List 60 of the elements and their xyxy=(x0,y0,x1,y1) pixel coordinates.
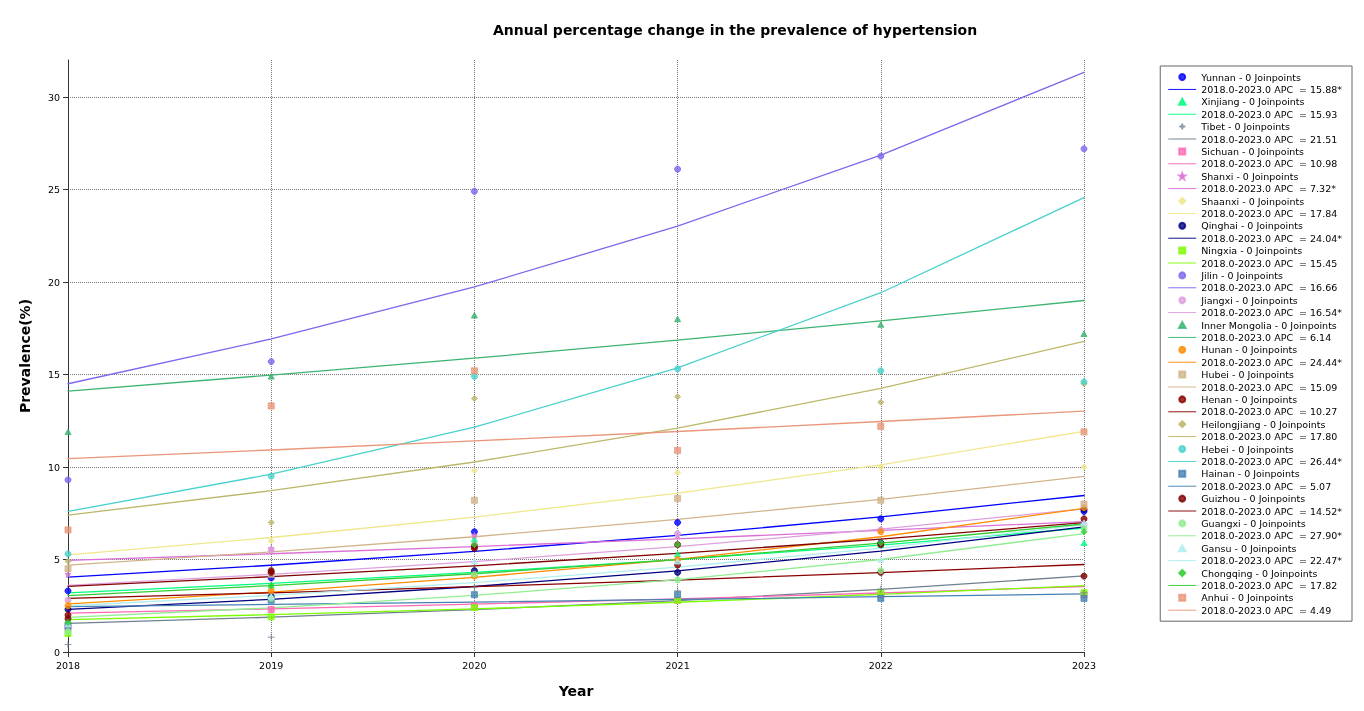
legend-label: 2018.0-2023.0 APC = 27.90* xyxy=(1201,530,1343,542)
legend-label: 2018.0-2023.0 APC = 15.88* xyxy=(1201,83,1343,95)
legend-label: 2018.0-2023.0 APC = 17.82 xyxy=(1201,579,1338,591)
legend-label: Xinjiang - 0 Joinpoints xyxy=(1201,96,1305,108)
legend-label: 2018.0-2023.0 APC = 7.32* xyxy=(1201,183,1337,195)
legend-label: Yunnan - 0 Joinpoints xyxy=(1200,71,1301,83)
x-tick-label: 2019 xyxy=(259,659,284,671)
legend-label: 2018.0-2023.0 APC = 24.04* xyxy=(1201,232,1343,244)
legend-label: 2018.0-2023.0 APC = 16.54* xyxy=(1201,307,1343,319)
legend-label: 2018.0-2023.0 APC = 5.07 xyxy=(1201,480,1332,492)
legend-label: 2018.0-2023.0 APC = 6.14 xyxy=(1201,331,1332,343)
legend-label: 2018.0-2023.0 APC = 15.09 xyxy=(1201,381,1338,393)
legend-label: Qinghai - 0 Joinpoints xyxy=(1201,220,1303,232)
chart-title: Annual percentage change in the prevalence of hypertension xyxy=(493,22,978,38)
y-tick-label: 15 xyxy=(47,369,60,380)
x-tick-label: 2021 xyxy=(665,659,690,671)
legend-label: Tibet - 0 Joinpoints xyxy=(1200,121,1291,133)
legend-label: 2018.0-2023.0 APC = 16.66 xyxy=(1201,282,1338,294)
legend-label: 2018.0-2023.0 APC = 24.44* xyxy=(1201,356,1343,368)
legend-label: 2018.0-2023.0 APC = 4.49 xyxy=(1201,604,1332,616)
y-tick-label: 10 xyxy=(47,461,60,473)
legend-label: Shaanxi - 0 Joinpoints xyxy=(1201,195,1305,207)
legend-label: Anhui - 0 Joinpoints xyxy=(1201,592,1294,604)
legend-label: 2018.0-2023.0 APC = 10.98 xyxy=(1201,158,1338,170)
y-tick-label: 5 xyxy=(53,554,60,565)
x-tick-label: 2018 xyxy=(55,659,81,671)
legend-label: Gansu - 0 Joinpoints xyxy=(1201,542,1297,554)
y-tick-label: 25 xyxy=(47,184,60,195)
legend-label: Inner Mongolia - 0 Joinpoints xyxy=(1201,319,1337,331)
legend-label: Heilongjiang - 0 Joinpoints xyxy=(1201,418,1326,430)
legend-label: Jiangxi - 0 Joinpoints xyxy=(1200,294,1298,306)
legend-label: Guizhou - 0 Joinpoints xyxy=(1201,493,1306,505)
x-tick-label: 2022 xyxy=(868,659,893,671)
legend-label: Hunan - 0 Joinpoints xyxy=(1201,344,1298,356)
legend-label: 2018.0-2023.0 APC = 26.44* xyxy=(1201,455,1343,467)
x-axis-title: Year xyxy=(557,683,594,699)
legend-label: Hubei - 0 Joinpoints xyxy=(1201,369,1294,381)
legend-label: 2018.0-2023.0 APC = 15.93 xyxy=(1201,108,1338,120)
x-tick-label: 2023 xyxy=(1071,659,1097,671)
legend-label: 2018.0-2023.0 APC = 15.45 xyxy=(1201,257,1338,269)
y-tick-label: 20 xyxy=(47,276,60,288)
legend-label: 2018.0-2023.0 APC = 17.80 xyxy=(1201,431,1338,443)
y-tick-label: 30 xyxy=(47,91,60,103)
y-axis-title: Prevalence(%) xyxy=(17,298,33,414)
legend-label: Sichuan - 0 Joinpoints xyxy=(1201,145,1305,157)
legend-label: 2018.0-2023.0 APC = 21.51 xyxy=(1201,133,1338,145)
y-tick-label: 0 xyxy=(53,646,60,658)
legend-label: Guangxi - 0 Joinpoints xyxy=(1201,517,1306,529)
legend-label: Jilin - 0 Joinpoints xyxy=(1200,269,1284,281)
legend-label: Chongqing - 0 Joinpoints xyxy=(1201,567,1318,579)
legend-label: 2018.0-2023.0 APC = 10.27 xyxy=(1201,406,1338,418)
legend-label: Henan - 0 Joinpoints xyxy=(1201,393,1298,405)
legend-label: Hebei - 0 Joinpoints xyxy=(1201,443,1294,455)
legend-label: 2018.0-2023.0 APC = 17.84 xyxy=(1201,207,1338,219)
legend-label: Ningxia - 0 Joinpoints xyxy=(1201,245,1303,257)
legend-label: Shanxi - 0 Joinpoints xyxy=(1201,170,1299,182)
legend-label: Hainan - 0 Joinpoints xyxy=(1201,468,1300,480)
x-tick-label: 2020 xyxy=(462,659,487,671)
legend-label: 2018.0-2023.0 APC = 22.47* xyxy=(1201,555,1343,567)
legend-label: 2018.0-2023.0 APC = 14.52* xyxy=(1201,505,1343,517)
